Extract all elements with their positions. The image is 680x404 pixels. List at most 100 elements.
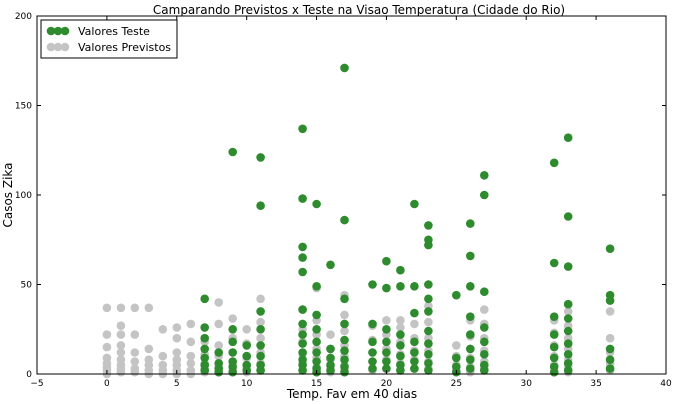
point-valores-previstos <box>186 319 196 329</box>
x-tick-label: 30 <box>520 379 532 389</box>
x-tick-label: −5 <box>30 379 43 389</box>
plot-area <box>102 63 615 379</box>
point-valores-teste <box>480 323 489 332</box>
point-valores-teste <box>242 351 251 361</box>
point-valores-teste <box>340 319 349 329</box>
point-valores-previstos <box>186 351 196 361</box>
point-valores-teste <box>298 242 307 252</box>
point-valores-teste <box>424 359 433 368</box>
legend-marker <box>53 42 63 52</box>
point-valores-teste <box>549 312 559 322</box>
legend-box <box>40 19 178 59</box>
point-valores-teste <box>466 330 475 339</box>
point-valores-teste <box>368 337 377 347</box>
point-valores-teste <box>563 350 573 359</box>
point-valores-teste <box>200 333 209 343</box>
point-valores-previstos <box>172 323 182 332</box>
point-valores-previstos <box>563 307 573 316</box>
legend-marker <box>46 42 56 52</box>
point-valores-teste <box>200 294 209 304</box>
point-valores-previstos <box>172 333 182 343</box>
point-valores-teste <box>298 124 307 134</box>
point-valores-teste <box>424 240 433 250</box>
point-valores-previstos <box>605 333 615 343</box>
point-valores-teste <box>424 339 433 348</box>
point-valores-teste <box>340 355 349 365</box>
y-tick-label: 150 <box>15 102 32 112</box>
point-valores-teste <box>298 348 307 357</box>
point-valores-teste <box>228 348 237 357</box>
point-valores-previstos <box>116 367 126 377</box>
point-valores-teste <box>368 348 377 357</box>
point-valores-previstos <box>116 341 126 350</box>
point-valores-teste <box>480 366 489 375</box>
point-valores-teste <box>410 282 419 291</box>
point-valores-teste <box>368 319 377 329</box>
point-valores-previstos <box>116 321 126 331</box>
point-valores-teste <box>563 366 573 375</box>
point-valores-previstos <box>186 359 196 368</box>
point-valores-teste <box>396 265 405 275</box>
point-valores-teste <box>605 364 615 373</box>
point-valores-previstos <box>605 307 615 316</box>
point-valores-teste <box>312 199 321 209</box>
point-valores-teste <box>549 342 559 352</box>
point-valores-teste <box>340 294 349 304</box>
point-valores-teste <box>368 280 377 289</box>
x-tick-label: 25 <box>451 379 462 389</box>
point-valores-previstos <box>242 325 251 334</box>
point-valores-teste <box>424 366 433 375</box>
point-valores-previstos <box>158 351 168 361</box>
point-valores-teste <box>312 325 321 334</box>
point-valores-previstos <box>116 348 126 357</box>
point-valores-teste <box>382 357 391 366</box>
point-valores-teste <box>298 267 307 277</box>
point-valores-previstos <box>326 330 335 339</box>
point-valores-previstos <box>256 333 265 343</box>
point-valores-teste <box>200 323 209 332</box>
legend-marker <box>60 26 70 36</box>
point-valores-teste <box>563 133 573 142</box>
point-valores-teste <box>466 219 475 228</box>
point-valores-teste <box>452 353 461 363</box>
point-valores-teste <box>563 359 573 368</box>
point-valores-teste <box>298 253 307 262</box>
point-valores-teste <box>480 337 489 347</box>
point-valores-teste <box>563 314 573 323</box>
point-valores-teste <box>410 199 419 209</box>
point-valores-teste <box>368 364 377 373</box>
point-valores-previstos <box>130 303 140 313</box>
point-valores-teste <box>256 201 265 210</box>
point-valores-teste <box>424 294 433 304</box>
point-valores-teste <box>326 260 335 270</box>
x-tick-label: 10 <box>241 379 253 389</box>
chart-title: Camparando Previstos x Teste na Visao Te… <box>153 3 565 17</box>
point-valores-teste <box>549 330 559 339</box>
point-valores-teste <box>410 348 419 357</box>
legend-label: Valores Teste <box>78 25 150 38</box>
point-valores-teste <box>549 158 559 168</box>
point-valores-teste <box>452 290 461 300</box>
point-valores-previstos <box>172 348 182 357</box>
point-valores-teste <box>480 287 489 297</box>
point-valores-teste <box>200 353 209 363</box>
point-valores-teste <box>256 351 265 361</box>
legend-marker <box>60 42 70 52</box>
point-valores-teste <box>256 341 265 350</box>
point-valores-teste <box>228 325 237 334</box>
point-valores-previstos <box>396 316 405 325</box>
point-valores-teste <box>312 310 321 320</box>
point-valores-teste <box>256 153 265 162</box>
point-valores-teste <box>312 357 321 366</box>
x-axis-label: Temp. Fav em 40 dias <box>286 387 417 401</box>
x-tick-label: 15 <box>311 379 322 389</box>
point-valores-teste <box>228 367 237 377</box>
point-valores-previstos <box>130 330 140 339</box>
y-tick-label: 0 <box>26 370 32 380</box>
point-valores-teste <box>382 283 391 293</box>
point-valores-previstos <box>340 310 349 320</box>
point-valores-teste <box>256 366 265 375</box>
y-tick-label: 200 <box>15 12 32 22</box>
point-valores-teste <box>605 244 615 253</box>
point-valores-teste <box>605 355 615 365</box>
